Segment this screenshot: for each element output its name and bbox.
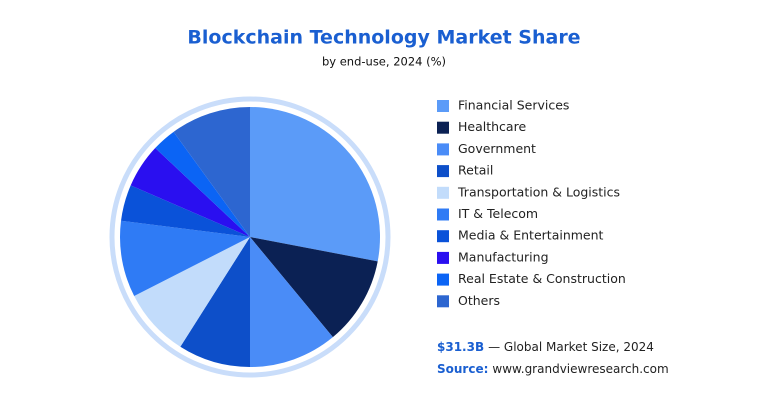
legend-label: Retail	[458, 163, 493, 178]
legend-swatch	[437, 273, 449, 286]
legend-swatch	[437, 251, 449, 264]
pie-slice	[250, 237, 378, 338]
legend-label: Media & Entertainment	[458, 228, 604, 243]
legend-swatch	[437, 121, 449, 134]
market-size-label: — Global Market Size, 2024	[488, 340, 654, 354]
pie-slice	[173, 107, 250, 237]
pie-slice	[119, 220, 250, 297]
chart-title: Blockchain Technology Market Share	[187, 27, 580, 49]
market-size: $31.3B — Global Market Size, 2024	[437, 340, 654, 354]
pie-slice	[250, 107, 381, 262]
legend-swatch	[437, 186, 449, 199]
pie-slice	[155, 131, 250, 237]
source-label: Source:	[437, 362, 488, 376]
pie-slice	[250, 237, 333, 367]
legend: Financial Services Healthcare Government Re…	[437, 98, 626, 308]
legend-label: Healthcare	[458, 119, 526, 134]
legend-swatch	[437, 100, 449, 112]
pie-slice	[121, 185, 250, 237]
legend-swatch	[437, 143, 449, 156]
legend-label: Others	[458, 293, 500, 308]
legend-label: Manufacturing	[458, 249, 549, 264]
pie	[119, 107, 381, 367]
source: Source: www.grandviewresearch.com	[437, 362, 669, 376]
chart-subtitle: by end-use, 2024 (%)	[322, 55, 446, 69]
legend-label: Financial Services	[458, 98, 569, 113]
pie-slice	[130, 148, 250, 237]
legend-swatch	[437, 230, 449, 243]
market-size-value: $31.3B	[437, 340, 484, 354]
legend-label: Real Estate & Construction	[458, 271, 626, 286]
legend-swatch	[437, 295, 449, 308]
source-url: www.grandviewresearch.com	[492, 362, 668, 376]
legend-swatch	[437, 208, 449, 221]
legend-label: Transportation & Logistics	[457, 184, 620, 199]
legend-swatch	[437, 165, 449, 178]
legend-label: IT & Telecom	[458, 206, 538, 221]
pie-slice	[180, 237, 250, 367]
pie-slice	[134, 237, 250, 347]
legend-label: Government	[458, 141, 536, 156]
